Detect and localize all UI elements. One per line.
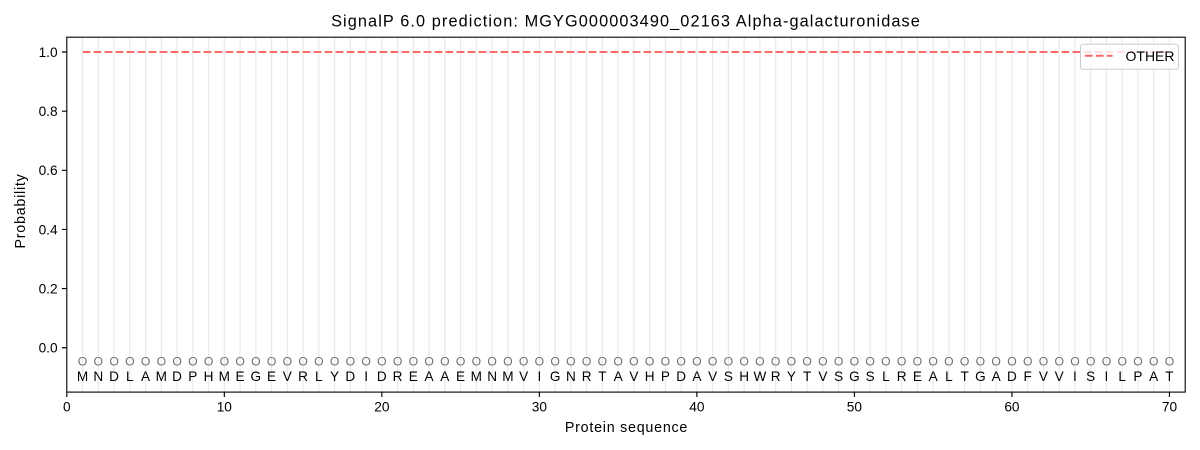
- svg-text:0.6: 0.6: [39, 163, 58, 178]
- svg-text:Protein sequence: Protein sequence: [565, 420, 688, 436]
- svg-text:0: 0: [63, 400, 71, 415]
- svg-text:0.2: 0.2: [39, 281, 58, 296]
- svg-text:Probability: Probability: [13, 173, 29, 248]
- svg-text:70: 70: [1162, 400, 1178, 415]
- svg-text:50: 50: [847, 400, 863, 415]
- svg-text:SignalP 6.0 prediction: MGYG00: SignalP 6.0 prediction: MGYG000003490_02…: [331, 13, 921, 31]
- svg-text:OTHER: OTHER: [1126, 48, 1175, 64]
- svg-text:1.0: 1.0: [39, 45, 58, 60]
- svg-text:10: 10: [217, 400, 233, 415]
- svg-text:60: 60: [1004, 400, 1020, 415]
- svg-text:30: 30: [532, 400, 548, 415]
- svg-text:0.4: 0.4: [39, 222, 58, 237]
- svg-text:40: 40: [689, 400, 705, 415]
- svg-text:0.8: 0.8: [39, 104, 58, 119]
- svg-text:20: 20: [374, 400, 390, 415]
- svg-text:0.0: 0.0: [39, 341, 58, 356]
